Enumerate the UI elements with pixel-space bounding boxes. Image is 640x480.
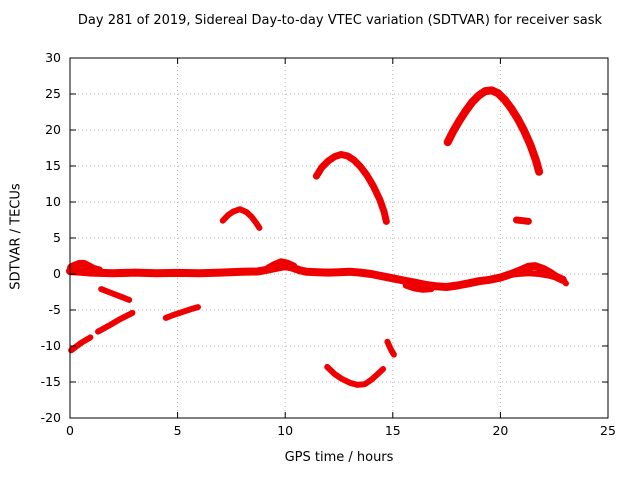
svg-text:5: 5	[53, 230, 61, 245]
svg-text:0: 0	[66, 423, 74, 438]
svg-text:25: 25	[600, 423, 616, 438]
svg-text:-10: -10	[41, 338, 61, 353]
svg-text:-5: -5	[49, 302, 61, 317]
svg-text:0: 0	[53, 266, 61, 281]
svg-text:20: 20	[492, 423, 508, 438]
svg-text:25: 25	[45, 86, 61, 101]
svg-text:15: 15	[45, 158, 61, 173]
svg-text:10: 10	[277, 423, 293, 438]
svg-text:30: 30	[45, 50, 61, 65]
svg-text:20: 20	[45, 122, 61, 137]
svg-text:5: 5	[174, 423, 182, 438]
y-axis-label: SDTVAR / TECUs	[8, 183, 24, 290]
chart-title: Day 281 of 2019, Sidereal Day-to-day VTE…	[77, 13, 603, 28]
svg-text:-20: -20	[41, 410, 61, 425]
svg-text:10: 10	[45, 194, 61, 209]
svg-text:15: 15	[385, 423, 401, 438]
svg-text:-15: -15	[41, 374, 61, 389]
x-axis-label: GPS time / hours	[284, 450, 394, 465]
